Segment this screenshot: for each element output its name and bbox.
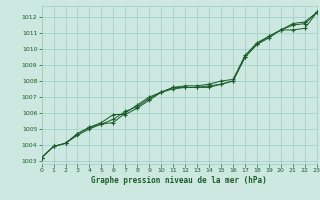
X-axis label: Graphe pression niveau de la mer (hPa): Graphe pression niveau de la mer (hPa) [91, 176, 267, 185]
